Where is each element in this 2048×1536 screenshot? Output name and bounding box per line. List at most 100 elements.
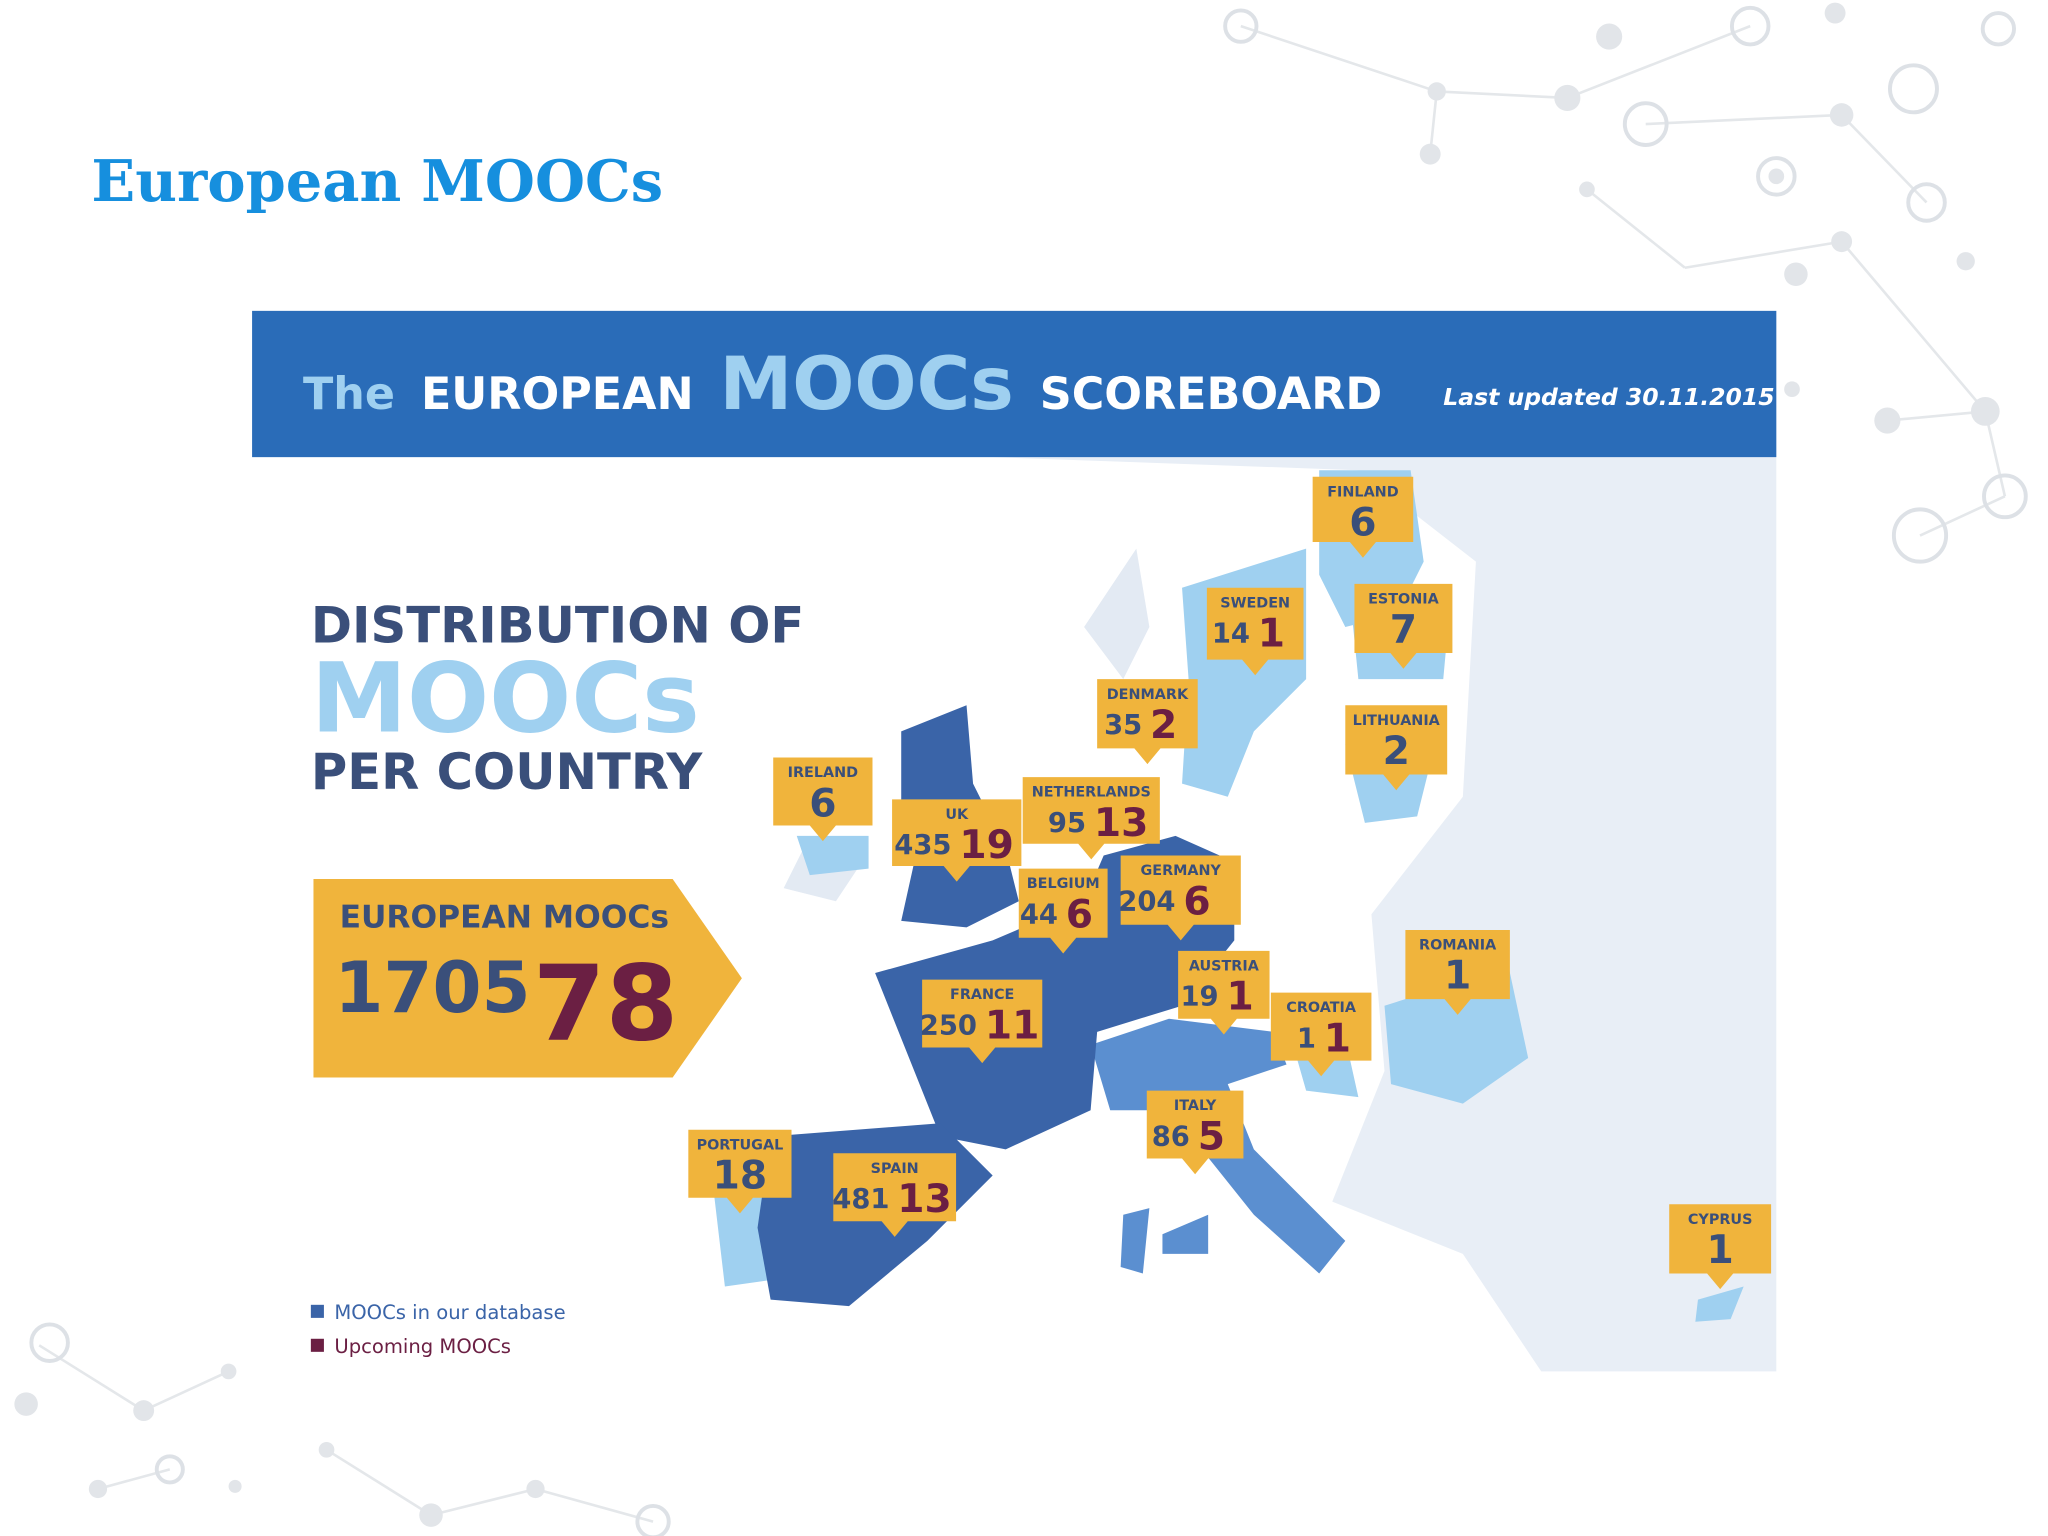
callout-box xyxy=(1354,583,1453,669)
database-count: 435 xyxy=(894,830,951,861)
database-count: 18 xyxy=(713,1154,768,1199)
country-name: ROMANIA xyxy=(1419,938,1497,954)
callout-box xyxy=(1178,950,1270,1035)
background-network xyxy=(14,2,2028,1536)
infographic: The EUROPEAN MOOCs SCOREBOARD Last updat… xyxy=(252,310,1777,1372)
heading-line: MOOCs xyxy=(311,641,700,754)
callout-box xyxy=(1097,679,1198,765)
callout-box xyxy=(688,1129,792,1214)
total-database: 1705 xyxy=(334,947,530,1029)
total-upcoming: 78 xyxy=(533,943,678,1065)
total-box xyxy=(313,879,742,1078)
database-count: 6 xyxy=(809,781,836,826)
database-count: 6 xyxy=(1349,501,1376,546)
database-count: 86 xyxy=(1152,1121,1190,1152)
database-count: 1 xyxy=(1707,1228,1734,1273)
callout-box xyxy=(1312,476,1414,558)
legend-swatch xyxy=(310,1304,324,1318)
upcoming-count: 19 xyxy=(959,823,1014,868)
upcoming-count: 1 xyxy=(1324,1016,1351,1061)
callout-box xyxy=(1022,777,1160,860)
country-name: CYPRUS xyxy=(1688,1212,1753,1228)
country-name: UK xyxy=(945,807,969,823)
callout-box xyxy=(892,799,1022,882)
upcoming-count: 1 xyxy=(1258,612,1285,657)
callout-box xyxy=(1018,868,1108,954)
legend-swatch xyxy=(310,1338,324,1352)
database-count: 7 xyxy=(1390,608,1417,653)
callout-box xyxy=(1206,587,1304,676)
country-shape xyxy=(1162,1214,1209,1254)
slide-title: European MOOCs xyxy=(91,147,663,215)
country-name: ITALY xyxy=(1174,1098,1217,1114)
country-name: BELGIUM xyxy=(1027,876,1100,892)
country-callout: SPAIN 481 13 xyxy=(832,1153,957,1237)
database-count: 1 xyxy=(1297,1024,1316,1055)
upcoming-count: 13 xyxy=(1094,801,1149,846)
database-count: 14 xyxy=(1212,619,1250,650)
country-callout: BELGIUM 44 6 xyxy=(1018,868,1108,954)
database-count: 481 xyxy=(832,1184,889,1215)
upcoming-count: 11 xyxy=(985,1003,1040,1048)
scoreboard-banner xyxy=(252,310,1777,458)
database-count: 95 xyxy=(1048,808,1086,839)
callout-box xyxy=(1669,1204,1772,1290)
country-callout: GERMANY 204 6 xyxy=(1118,855,1241,941)
country-name: FINLAND xyxy=(1327,484,1398,500)
database-count: 2 xyxy=(1383,729,1410,774)
title-part: MOOCs xyxy=(720,342,1014,427)
callout-box xyxy=(922,979,1043,1064)
scoreboard-title: The EUROPEAN MOOCs SCOREBOARD xyxy=(303,342,1382,427)
country-callout: FRANCE 250 11 xyxy=(920,979,1043,1064)
upcoming-count: 6 xyxy=(1066,892,1093,937)
database-count: 44 xyxy=(1020,899,1058,930)
country-name: GERMANY xyxy=(1140,863,1221,879)
callout-box xyxy=(1120,855,1241,941)
upcoming-count: 1 xyxy=(1226,975,1253,1020)
country-callout: DENMARK 35 2 xyxy=(1097,679,1198,765)
heading-line: PER COUNTRY xyxy=(311,743,704,801)
title-part: EUROPEAN xyxy=(421,369,694,420)
upcoming-count: 13 xyxy=(897,1177,952,1222)
country-name: DENMARK xyxy=(1107,687,1189,703)
database-count: 19 xyxy=(1180,982,1218,1013)
country-callout: AUSTRIA 19 1 xyxy=(1178,950,1270,1035)
upcoming-count: 2 xyxy=(1150,703,1177,748)
upcoming-count: 5 xyxy=(1198,1114,1225,1159)
title-part: The xyxy=(303,369,395,420)
country-name: NETHERLANDS xyxy=(1032,785,1151,801)
database-count: 250 xyxy=(920,1010,977,1041)
database-count: 204 xyxy=(1118,886,1175,917)
upcoming-count: 6 xyxy=(1183,879,1210,924)
land-other xyxy=(992,457,1777,1372)
country-name: PORTUGAL xyxy=(697,1137,784,1153)
callout-box xyxy=(773,757,873,842)
country-name: AUSTRIA xyxy=(1189,958,1260,974)
callout-box xyxy=(1270,992,1372,1077)
legend-label: MOOCs in our database xyxy=(334,1301,565,1324)
last-updated: Last updated 30.11.2015 xyxy=(1443,383,1774,411)
database-count: 35 xyxy=(1104,710,1142,741)
country-callout: UK 435 19 xyxy=(892,799,1022,882)
country-name: CROATIA xyxy=(1286,1000,1357,1016)
callout-box xyxy=(1146,1090,1244,1175)
callout-box xyxy=(1345,705,1448,791)
total-label: EUROPEAN MOOCs xyxy=(340,899,669,935)
heading-line: DISTRIBUTION OF xyxy=(311,597,804,655)
country-callout: SWEDEN 14 1 xyxy=(1206,587,1304,676)
country-name: LITHUANIA xyxy=(1353,713,1441,729)
title-part: SCOREBOARD xyxy=(1040,369,1383,420)
country-name: IRELAND xyxy=(788,765,858,781)
database-count: 1 xyxy=(1444,954,1471,999)
country-callout: ITALY 86 5 xyxy=(1146,1090,1244,1175)
country-name: SPAIN xyxy=(871,1161,919,1177)
